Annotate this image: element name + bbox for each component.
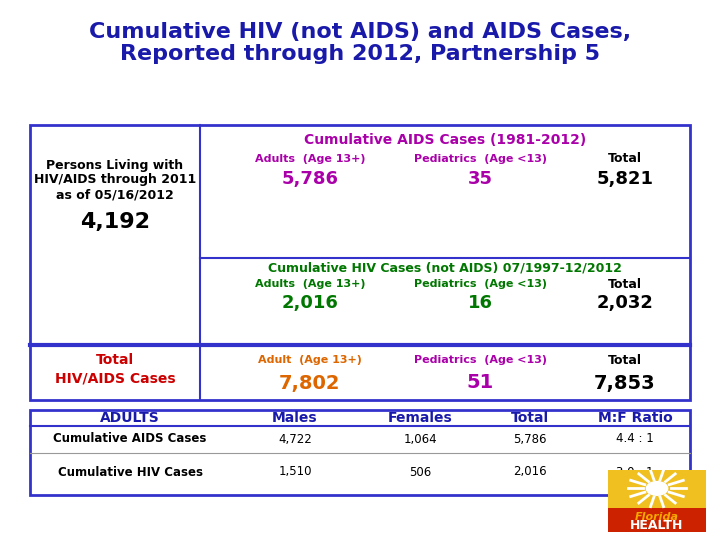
Text: Adults  (Age 13+): Adults (Age 13+) <box>255 154 365 164</box>
Text: HIV/AIDS through 2011: HIV/AIDS through 2011 <box>34 173 196 186</box>
Text: Total: Total <box>96 353 134 367</box>
Bar <box>608 470 706 510</box>
Text: Florida: Florida <box>635 512 679 522</box>
Text: 4.4 : 1: 4.4 : 1 <box>616 433 654 446</box>
Text: Adults  (Age 13+): Adults (Age 13+) <box>255 279 365 289</box>
Text: 35: 35 <box>467 170 492 188</box>
Text: Pediatrics  (Age <13): Pediatrics (Age <13) <box>413 154 546 164</box>
Text: Cumulative AIDS Cases (1981-2012): Cumulative AIDS Cases (1981-2012) <box>304 133 586 147</box>
Text: Males: Males <box>272 411 318 425</box>
Text: M:F Ratio: M:F Ratio <box>598 411 672 425</box>
Text: Reported through 2012, Partnership 5: Reported through 2012, Partnership 5 <box>120 44 600 64</box>
Text: Females: Females <box>387 411 452 425</box>
Text: Cumulative HIV Cases: Cumulative HIV Cases <box>58 465 202 478</box>
Text: Cumulative HIV (not AIDS) and AIDS Cases,: Cumulative HIV (not AIDS) and AIDS Cases… <box>89 22 631 42</box>
Text: as of 05/16/2012: as of 05/16/2012 <box>56 188 174 201</box>
Text: Pediatrics  (Age <13): Pediatrics (Age <13) <box>413 355 546 365</box>
Text: Total: Total <box>511 411 549 425</box>
Text: Adult  (Age 13+): Adult (Age 13+) <box>258 355 362 365</box>
Text: 51: 51 <box>467 374 494 393</box>
Text: HIV/AIDS Cases: HIV/AIDS Cases <box>55 371 175 385</box>
Bar <box>30 410 690 495</box>
Text: Persons Living with: Persons Living with <box>46 159 184 172</box>
Text: HEALTH: HEALTH <box>630 519 684 532</box>
Text: 1,510: 1,510 <box>278 465 312 478</box>
Text: 1,064: 1,064 <box>403 433 437 446</box>
Text: 3.0 : 1: 3.0 : 1 <box>616 465 654 478</box>
Text: 2,032: 2,032 <box>597 294 654 312</box>
Text: 2,016: 2,016 <box>282 294 338 312</box>
Text: 506: 506 <box>409 465 431 478</box>
Text: 2,016: 2,016 <box>513 465 546 478</box>
Text: ADULTS: ADULTS <box>100 411 160 425</box>
Text: 16: 16 <box>467 294 492 312</box>
Text: 7,802: 7,802 <box>279 374 341 393</box>
Text: 5,821: 5,821 <box>596 170 654 188</box>
Text: Cumulative HIV Cases (not AIDS) 07/1997-12/2012: Cumulative HIV Cases (not AIDS) 07/1997-… <box>268 261 622 274</box>
Text: Cumulative AIDS Cases: Cumulative AIDS Cases <box>53 433 207 446</box>
Text: Total: Total <box>608 278 642 291</box>
Text: 7,853: 7,853 <box>594 374 656 393</box>
Text: Total: Total <box>608 354 642 367</box>
Text: Total: Total <box>608 152 642 165</box>
Text: 4,192: 4,192 <box>80 212 150 232</box>
Text: Pediatrics  (Age <13): Pediatrics (Age <13) <box>413 279 546 289</box>
Circle shape <box>647 482 667 495</box>
Text: 5,786: 5,786 <box>282 170 338 188</box>
Text: 4,722: 4,722 <box>278 433 312 446</box>
Bar <box>30 125 690 400</box>
Text: 5,786: 5,786 <box>513 433 546 446</box>
Bar <box>608 508 706 532</box>
